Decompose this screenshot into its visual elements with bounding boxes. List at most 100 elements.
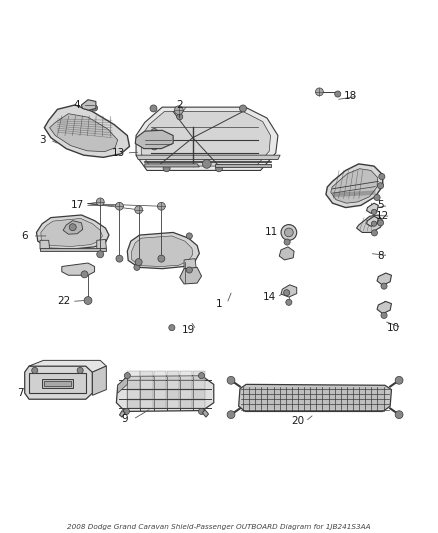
Circle shape [381, 312, 387, 318]
Polygon shape [81, 100, 96, 110]
Text: 13: 13 [112, 148, 125, 158]
Circle shape [32, 367, 38, 374]
Polygon shape [239, 384, 392, 411]
Polygon shape [135, 130, 173, 149]
Polygon shape [180, 400, 192, 408]
Circle shape [240, 105, 247, 112]
Circle shape [281, 224, 297, 240]
Polygon shape [377, 302, 392, 313]
Circle shape [124, 408, 130, 415]
Polygon shape [153, 371, 166, 379]
Polygon shape [180, 381, 192, 389]
Polygon shape [136, 107, 278, 171]
Circle shape [379, 174, 385, 180]
Circle shape [134, 264, 140, 270]
Polygon shape [127, 381, 140, 389]
Polygon shape [184, 259, 196, 270]
Circle shape [92, 105, 98, 111]
Circle shape [227, 411, 235, 418]
Text: 11: 11 [265, 227, 278, 237]
Circle shape [177, 114, 183, 120]
Circle shape [284, 239, 290, 245]
Polygon shape [29, 374, 86, 393]
Circle shape [135, 206, 143, 214]
Circle shape [395, 411, 403, 418]
Polygon shape [41, 219, 102, 246]
Circle shape [124, 373, 131, 379]
Text: 7: 7 [17, 388, 24, 398]
Circle shape [315, 88, 323, 96]
Circle shape [186, 233, 192, 239]
Polygon shape [153, 400, 166, 408]
Circle shape [286, 299, 292, 305]
Polygon shape [120, 410, 125, 417]
Circle shape [151, 128, 158, 135]
Text: 4: 4 [74, 100, 81, 110]
Text: 1: 1 [215, 298, 223, 309]
Polygon shape [141, 400, 152, 408]
Circle shape [284, 289, 290, 296]
Polygon shape [42, 379, 73, 388]
Circle shape [374, 195, 380, 200]
Polygon shape [367, 216, 378, 227]
Text: 8: 8 [377, 251, 384, 261]
Polygon shape [180, 390, 192, 399]
Text: 5: 5 [377, 200, 384, 211]
Polygon shape [40, 240, 49, 249]
Polygon shape [193, 390, 205, 399]
Polygon shape [63, 221, 83, 234]
Circle shape [150, 105, 157, 112]
Polygon shape [97, 239, 106, 249]
Circle shape [227, 376, 235, 384]
Circle shape [158, 255, 165, 262]
Polygon shape [49, 114, 118, 152]
Polygon shape [193, 381, 205, 389]
Polygon shape [357, 215, 383, 232]
Polygon shape [44, 381, 71, 386]
Polygon shape [281, 285, 297, 297]
Polygon shape [127, 400, 140, 408]
Circle shape [186, 267, 192, 273]
Polygon shape [166, 400, 179, 408]
Polygon shape [215, 164, 272, 167]
Circle shape [151, 143, 158, 150]
Text: 19: 19 [182, 325, 195, 335]
Text: 6: 6 [21, 231, 28, 241]
Circle shape [198, 373, 205, 379]
Polygon shape [377, 273, 392, 285]
Text: 2: 2 [177, 100, 183, 110]
Circle shape [198, 408, 205, 415]
Circle shape [69, 224, 76, 231]
Polygon shape [193, 371, 205, 379]
Circle shape [77, 367, 83, 374]
Polygon shape [141, 111, 271, 166]
Polygon shape [29, 360, 106, 372]
Polygon shape [127, 390, 140, 399]
Text: 20: 20 [291, 416, 304, 426]
Text: 14: 14 [263, 292, 276, 302]
Polygon shape [193, 400, 205, 408]
Polygon shape [166, 390, 179, 399]
Polygon shape [40, 248, 106, 251]
Polygon shape [92, 366, 106, 395]
Polygon shape [367, 203, 378, 213]
Polygon shape [166, 371, 179, 379]
Polygon shape [279, 247, 294, 260]
Circle shape [285, 228, 293, 237]
Circle shape [116, 203, 124, 210]
Polygon shape [44, 105, 130, 157]
Circle shape [371, 221, 377, 227]
Text: 12: 12 [376, 211, 389, 221]
Circle shape [202, 159, 211, 168]
Circle shape [116, 255, 123, 262]
Polygon shape [180, 371, 192, 379]
Polygon shape [141, 371, 152, 379]
Text: 22: 22 [57, 296, 71, 306]
Circle shape [378, 220, 384, 226]
Circle shape [335, 91, 341, 97]
Polygon shape [202, 410, 208, 417]
Circle shape [395, 376, 403, 384]
Circle shape [97, 251, 104, 258]
Circle shape [371, 209, 377, 215]
Circle shape [84, 297, 92, 304]
